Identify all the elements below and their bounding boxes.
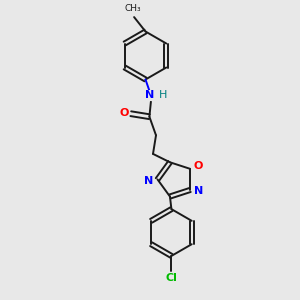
Text: O: O	[193, 161, 203, 171]
Text: N: N	[145, 90, 154, 100]
Text: CH₃: CH₃	[124, 4, 141, 13]
Text: O: O	[119, 108, 129, 118]
Text: H: H	[159, 90, 168, 100]
Text: N: N	[194, 187, 203, 196]
Text: N: N	[145, 176, 154, 186]
Text: Cl: Cl	[166, 273, 177, 284]
